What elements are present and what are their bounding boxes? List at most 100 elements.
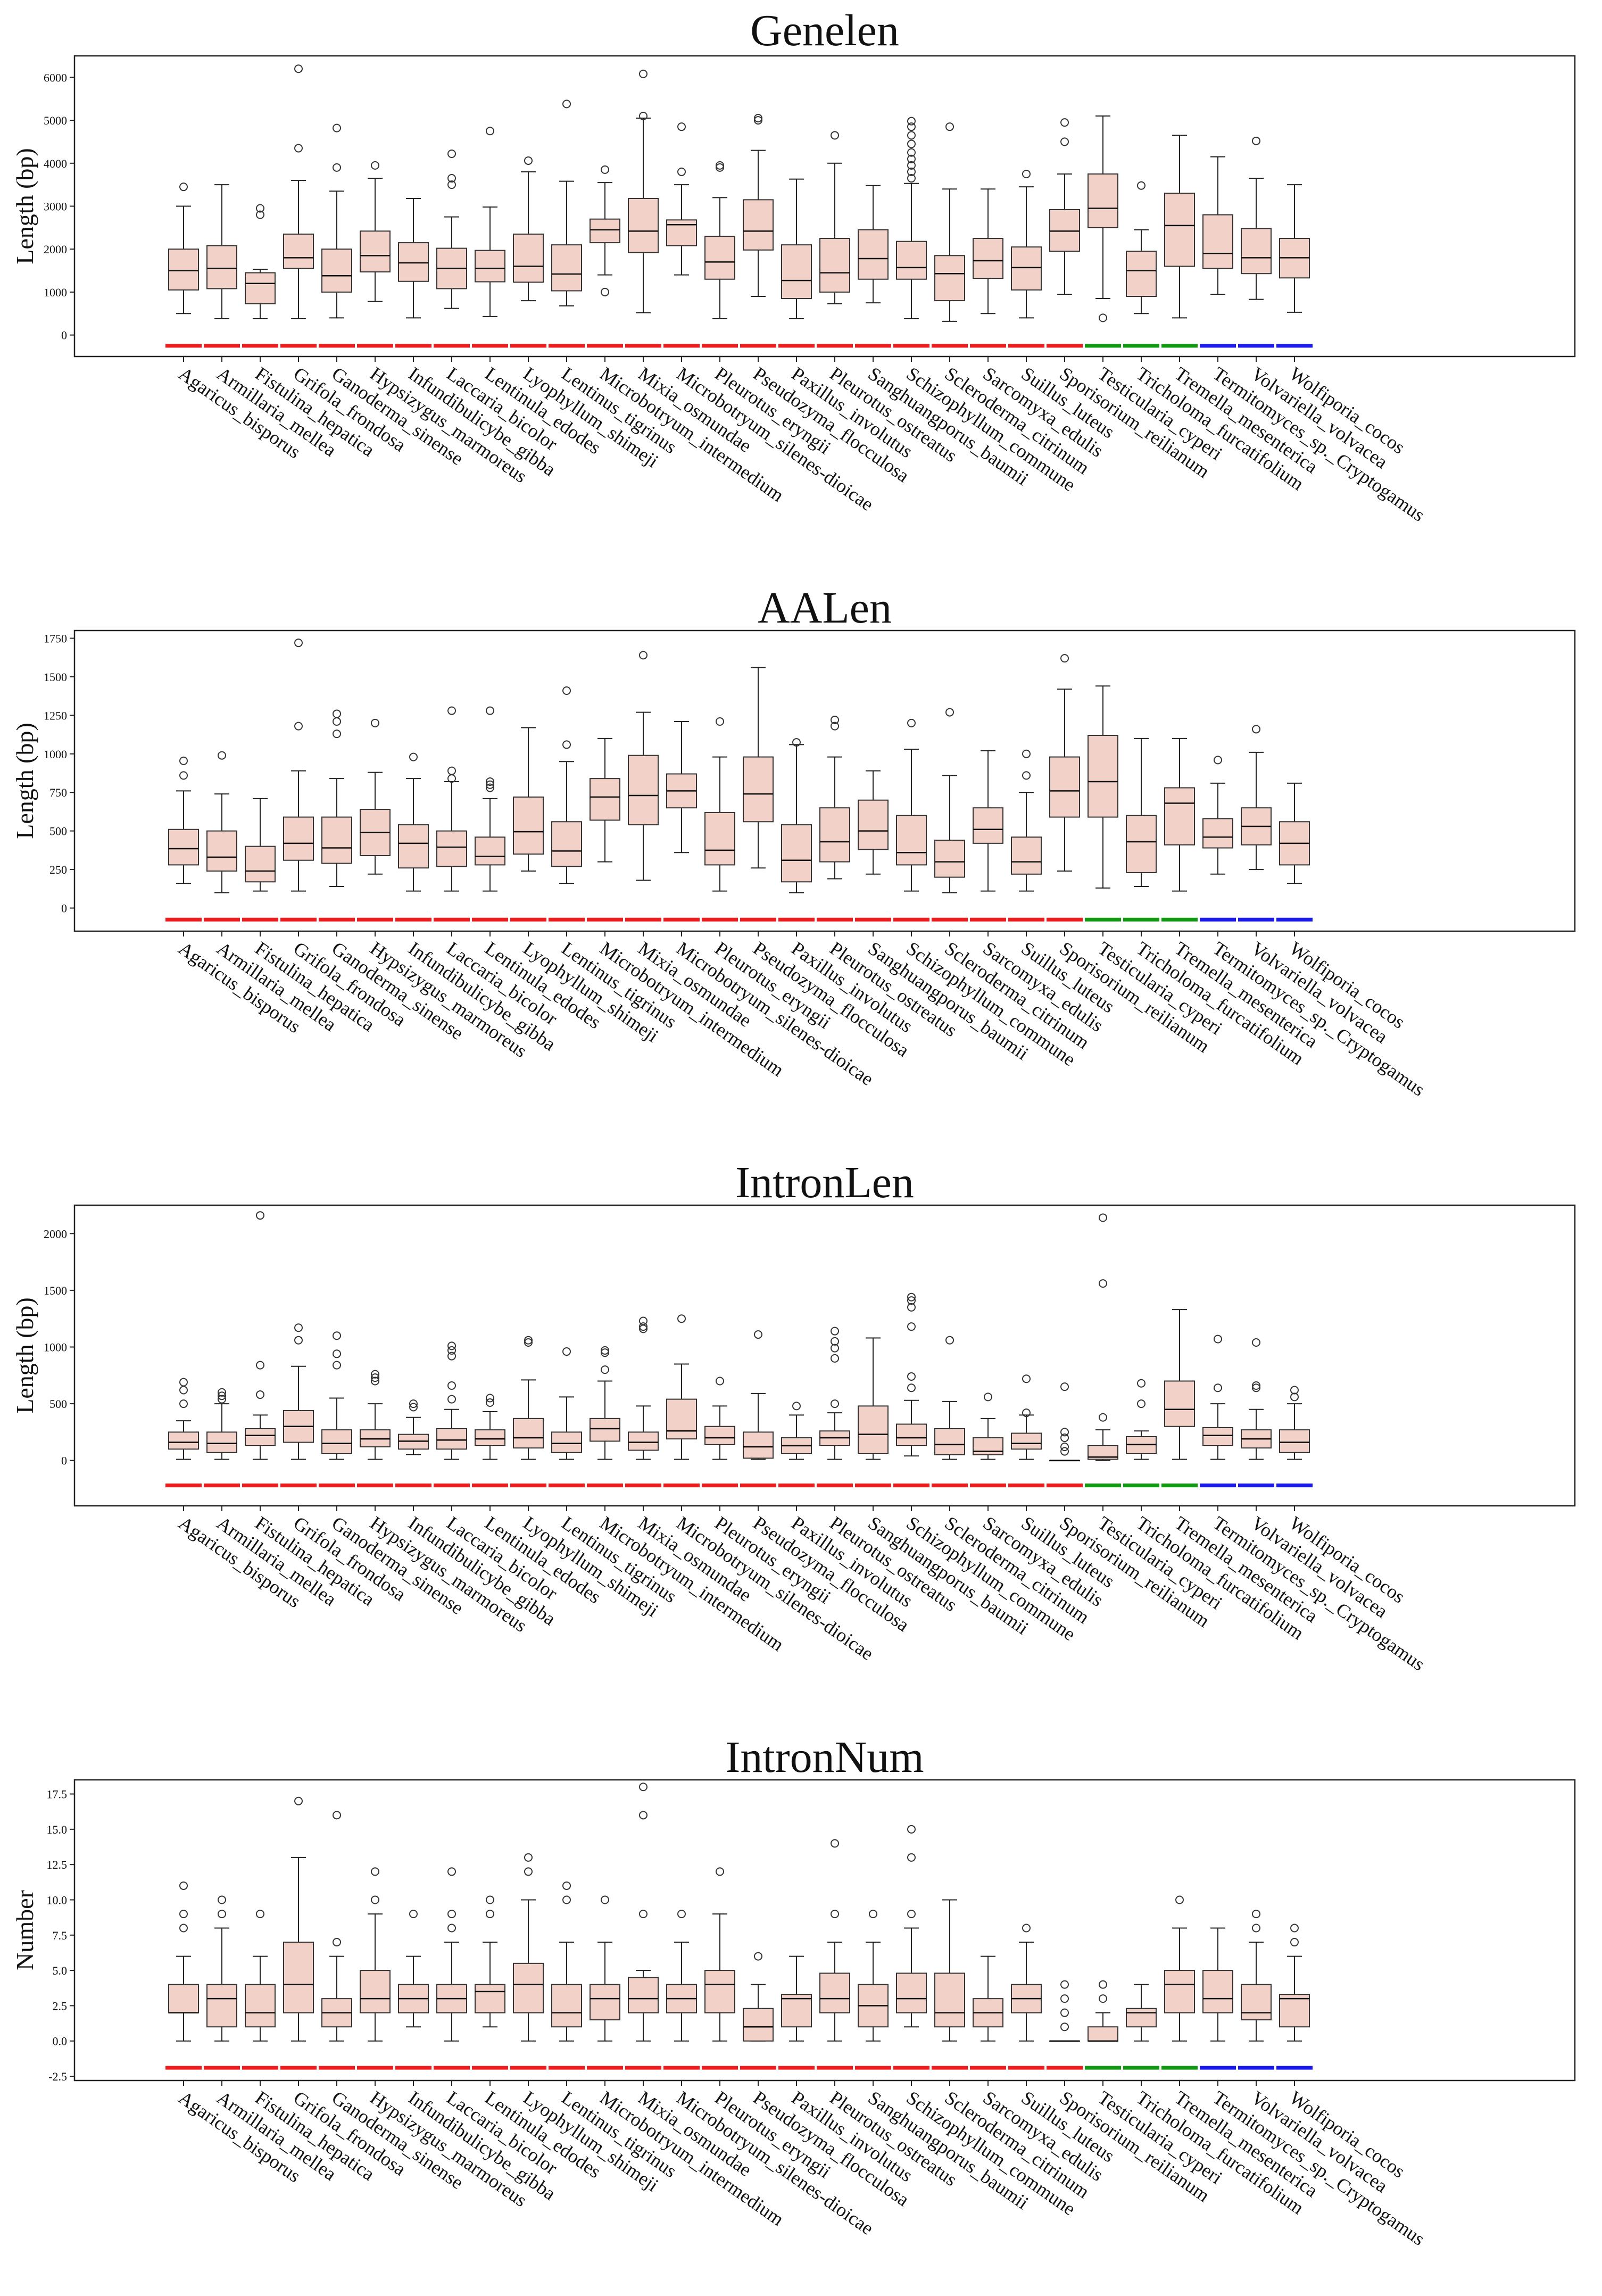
- plot-frame: [73, 1779, 1576, 2082]
- outlier-point: [639, 1811, 648, 1820]
- box-Laccaria_bicolor: [434, 150, 470, 348]
- outlier-point: [1060, 118, 1069, 127]
- box-Microbotryum_silenes-dioicae: [663, 122, 700, 348]
- outlier-point: [562, 740, 571, 749]
- box-Termitomyces_sp._Cryptogamus: [1200, 156, 1236, 348]
- iqr-box: [666, 219, 697, 246]
- outlier-point: [1060, 2008, 1069, 2017]
- y-tick-label: 1500: [44, 1284, 67, 1297]
- outlier-point: [639, 112, 648, 120]
- iqr-box: [1279, 1994, 1310, 2028]
- outlier-point: [1099, 313, 1107, 322]
- iqr-box: [206, 1431, 237, 1453]
- y-tick-label: 1500: [44, 670, 67, 684]
- outlier-point: [907, 1296, 916, 1305]
- iqr-box: [1164, 1380, 1195, 1427]
- outlier-point: [601, 1895, 609, 1904]
- iqr-box: [934, 840, 965, 878]
- box-Paxillus_involutus: [778, 1402, 815, 1488]
- outlier-point: [486, 706, 494, 715]
- outlier-point: [333, 163, 341, 172]
- outlier-point: [409, 1403, 418, 1412]
- iqr-box: [934, 1428, 965, 1456]
- box-Testicularia_cyperi: [1085, 1980, 1121, 2070]
- box-Testicularia_cyperi: [1085, 1213, 1121, 1488]
- iqr-box: [475, 1984, 505, 2013]
- iqr-box: [436, 1428, 467, 1450]
- iqr-box: [628, 1977, 659, 2013]
- outlier-point: [907, 1322, 916, 1331]
- box-Suillus_luteus: [1008, 749, 1044, 922]
- box-Sarcomyxa_edulis: [970, 1392, 1006, 1488]
- outlier-point: [562, 100, 571, 109]
- y-tick-label: 12.5: [47, 1858, 68, 1871]
- iqr-box: [781, 244, 812, 300]
- iqr-box: [245, 1984, 276, 2028]
- iqr-box: [245, 846, 276, 883]
- box-Lentinula_edodes: [472, 1394, 508, 1488]
- chart-panel-2: AALen Length (bp) 0 250 500 750 1000 1250 1500 17…: [11, 583, 1576, 1100]
- outlier-point: [945, 122, 954, 131]
- outlier-point: [1060, 1994, 1069, 2003]
- box-Mixia_osmundae: [625, 651, 661, 922]
- box-Lyophyllum_shimeji: [510, 1853, 546, 2070]
- plot-frame: [73, 629, 1576, 932]
- box-Armillaria_mellea: [204, 184, 240, 348]
- outlier-point: [524, 1853, 533, 1862]
- box-Paxillus_involutus: [778, 1955, 815, 2070]
- outlier-point: [447, 706, 456, 715]
- y-axis-label: Length (bp): [11, 1297, 38, 1413]
- outlier-point: [179, 1881, 188, 1890]
- outlier-point: [831, 1909, 839, 1918]
- box-Armillaria_mellea: [204, 1895, 240, 2070]
- box-Microbotryum_intermedium: [587, 1346, 623, 1488]
- outlier-point: [1252, 1381, 1260, 1390]
- outlier-point: [333, 717, 341, 726]
- outlier-point: [333, 123, 341, 132]
- plot-frame: [73, 55, 1576, 358]
- box-Mixia_osmundae: [625, 1783, 661, 2070]
- box-Pleurotus_ostreatus: [817, 131, 853, 348]
- box-Laccaria_bicolor: [434, 1867, 470, 2070]
- outlier-point: [1137, 1399, 1146, 1408]
- iqr-box: [628, 197, 659, 253]
- outlier-point: [1060, 137, 1069, 146]
- outlier-point: [1060, 654, 1069, 663]
- outlier-point: [371, 1895, 379, 1904]
- outlier-point: [1022, 749, 1031, 758]
- iqr-box: [973, 238, 1003, 279]
- outlier-point: [371, 718, 379, 727]
- y-tick-label: 250: [49, 863, 67, 876]
- box-Lentinula_edodes: [472, 1895, 508, 2070]
- y-tick-label: 0.0: [53, 2035, 68, 2048]
- outlier-point: [371, 1867, 379, 1876]
- iqr-box: [781, 1994, 812, 2028]
- outlier-point: [907, 1909, 916, 1918]
- outlier-point: [639, 69, 648, 78]
- outlier-point: [409, 1399, 418, 1408]
- box-Microbotryum_silenes-dioicae: [663, 1314, 700, 1488]
- box-Hypsizygus_marmoreus: [357, 718, 393, 922]
- outlier-point: [486, 1394, 494, 1403]
- outlier-point: [1022, 1924, 1031, 1933]
- box-Ganoderma_sinense: [319, 1331, 355, 1488]
- iqr-box: [590, 778, 620, 821]
- outlier-point: [218, 1909, 226, 1918]
- box-Pseudozyma_flocculosa: [740, 667, 776, 922]
- box-Testicularia_cyperi: [1085, 115, 1121, 348]
- box-Schizophyllum_commune: [893, 718, 929, 922]
- iqr-box: [896, 1423, 927, 1446]
- outlier-point: [754, 1330, 762, 1339]
- iqr-box: [398, 242, 429, 282]
- outlier-point: [792, 738, 801, 747]
- outlier-point: [447, 1341, 456, 1350]
- iqr-box: [283, 1942, 314, 2013]
- outlier-point: [907, 718, 916, 727]
- box-Tricholoma_furcatifolium: [1123, 737, 1159, 922]
- iqr-box: [704, 811, 735, 866]
- outlier-point: [1137, 181, 1146, 190]
- y-tick-label: 5000: [44, 114, 67, 127]
- iqr-box: [168, 1431, 199, 1450]
- iqr-box: [973, 807, 1003, 844]
